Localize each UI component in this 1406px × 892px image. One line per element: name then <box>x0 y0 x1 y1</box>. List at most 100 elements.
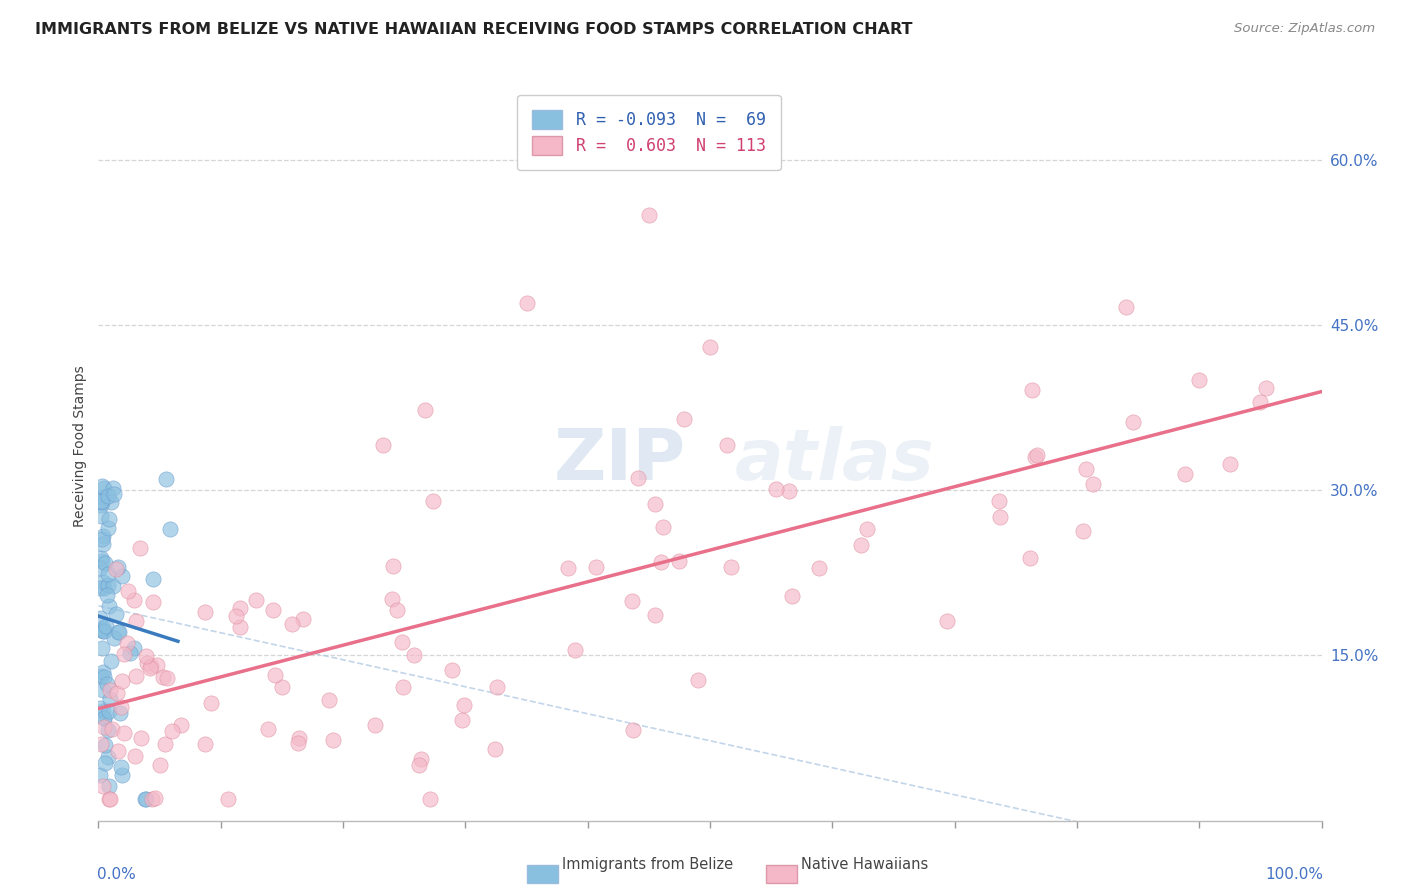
Point <box>136 657 159 671</box>
Point <box>111 673 134 688</box>
Point <box>988 494 1011 508</box>
Point <box>93 711 115 725</box>
Point <box>100 495 122 509</box>
Point <box>115 636 138 650</box>
Point <box>281 617 304 632</box>
Point <box>851 538 873 552</box>
Point <box>644 607 666 622</box>
Point <box>318 692 340 706</box>
Point <box>1256 381 1278 395</box>
Point <box>93 581 115 595</box>
Point <box>194 737 217 751</box>
Point <box>1174 467 1197 482</box>
Point <box>118 646 141 660</box>
Text: Source: ZipAtlas.com: Source: ZipAtlas.com <box>1234 22 1375 36</box>
Point <box>668 554 690 568</box>
Point <box>765 482 787 496</box>
Point <box>385 603 408 617</box>
Point <box>100 722 122 736</box>
Point <box>91 491 114 505</box>
Point <box>89 611 111 625</box>
Point <box>98 682 121 697</box>
Point <box>650 555 672 569</box>
Point <box>104 607 127 621</box>
Point <box>101 481 124 495</box>
Point <box>271 680 294 694</box>
Point <box>134 791 156 805</box>
Point <box>117 583 139 598</box>
Point <box>419 791 441 805</box>
Point <box>440 663 463 677</box>
Point <box>124 593 146 607</box>
Point <box>229 600 252 615</box>
Point <box>108 706 131 720</box>
Point <box>98 779 121 793</box>
Point <box>101 579 124 593</box>
Point <box>381 558 404 573</box>
Text: 0.0%: 0.0% <box>97 867 136 882</box>
Point <box>89 700 111 714</box>
Point <box>245 593 267 607</box>
Point <box>98 691 121 706</box>
Point <box>110 760 132 774</box>
Point <box>364 717 387 731</box>
Point <box>97 723 120 737</box>
Point <box>93 670 115 684</box>
Point <box>98 791 121 805</box>
Point <box>287 736 309 750</box>
Point <box>90 509 112 524</box>
Point <box>107 744 129 758</box>
Point <box>93 711 115 725</box>
Point <box>152 670 174 684</box>
Point <box>141 791 163 805</box>
Point <box>97 566 120 581</box>
Y-axis label: Receiving Food Stamps: Receiving Food Stamps <box>73 365 87 527</box>
Point <box>89 561 111 575</box>
Point <box>139 658 162 673</box>
Point <box>91 554 114 568</box>
Point <box>125 614 148 628</box>
Point <box>125 669 148 683</box>
Point <box>89 581 111 595</box>
Point <box>1188 373 1211 387</box>
Point <box>97 599 120 614</box>
Point <box>96 677 118 691</box>
Point <box>91 574 114 589</box>
Point <box>637 208 661 222</box>
Point <box>142 572 165 586</box>
Point <box>91 779 114 793</box>
Text: atlas: atlas <box>734 426 934 495</box>
Point <box>264 668 287 682</box>
Point <box>160 723 183 738</box>
Point <box>100 654 122 668</box>
Point <box>94 738 117 752</box>
Point <box>217 791 239 805</box>
Point <box>139 661 162 675</box>
Point <box>413 402 436 417</box>
Point <box>135 791 157 805</box>
Point <box>451 714 474 728</box>
Point <box>1019 550 1042 565</box>
Point <box>107 560 129 574</box>
Point <box>200 696 222 710</box>
Text: Immigrants from Belize: Immigrants from Belize <box>562 857 734 872</box>
Point <box>194 606 217 620</box>
Point <box>990 509 1012 524</box>
Point <box>564 643 586 657</box>
Point <box>585 560 607 574</box>
Point <box>484 742 506 756</box>
Point <box>90 533 112 547</box>
Point <box>453 698 475 712</box>
Point <box>141 594 163 608</box>
Point <box>699 340 721 354</box>
Point <box>94 756 117 770</box>
Point <box>1219 457 1241 471</box>
Point <box>97 521 120 535</box>
Point <box>103 486 125 500</box>
Point <box>720 559 742 574</box>
Point <box>90 495 112 509</box>
Point <box>124 749 146 764</box>
Point <box>97 489 120 503</box>
Point <box>90 624 112 638</box>
Point <box>322 732 344 747</box>
